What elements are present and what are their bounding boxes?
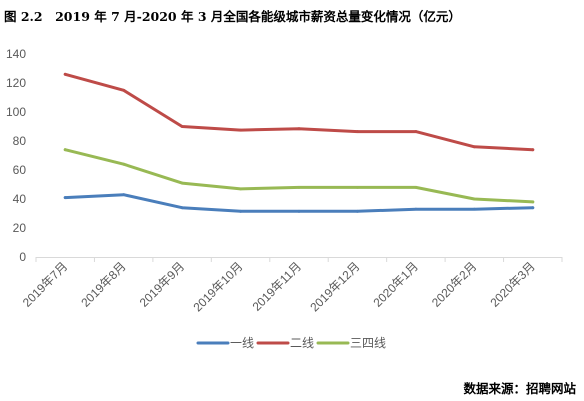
source-note: 数据来源：招聘网站: [463, 381, 576, 396]
data-point: [414, 186, 418, 189]
data-point: [531, 148, 535, 152]
figure-title: 图 2.2 2019 年 7 月-2020 年 3 月全国各能级城市薪资总量变化…: [4, 9, 461, 24]
data-point: [122, 193, 126, 197]
legend-label: 一线: [230, 336, 254, 350]
data-point: [356, 186, 359, 189]
data-point: [356, 209, 359, 213]
data-point: [297, 209, 301, 213]
x-tick-label: 2019年10月: [190, 259, 245, 314]
data-point: [472, 197, 476, 201]
data-point: [239, 187, 242, 191]
y-tick-label: 0: [19, 250, 26, 264]
data-point: [414, 207, 418, 211]
data-point: [297, 186, 301, 189]
y-tick-label: 40: [13, 192, 27, 206]
x-tick-label: 2020年3月: [487, 259, 537, 309]
data-point: [63, 196, 67, 199]
y-tick-label: 120: [6, 76, 26, 90]
x-tick-label: 2020年2月: [429, 259, 479, 309]
x-tick-label: 2020年1月: [371, 259, 421, 309]
series-line-3: [63, 148, 535, 204]
x-axis-ticks: [35, 257, 563, 262]
data-point: [356, 130, 359, 133]
plot-area: [63, 72, 535, 213]
y-axis: 0 20 40 60 80 100 120 140: [6, 47, 26, 264]
y-tick-label: 60: [13, 163, 27, 177]
x-axis: 2019年7月 2019年8月 2019年9月 2019年10月 2019年11月 201…: [20, 259, 538, 314]
legend: 一线 二线 三四线: [196, 336, 386, 350]
data-point: [531, 200, 535, 204]
data-point: [239, 209, 242, 213]
data-point: [180, 181, 184, 185]
legend-label: 三四线: [350, 336, 386, 350]
legend-label: 二线: [290, 336, 314, 350]
data-point: [414, 130, 418, 133]
data-point: [472, 145, 476, 149]
data-point: [239, 128, 242, 132]
series-line-2: [63, 72, 535, 152]
data-point: [297, 127, 301, 131]
x-tick-label: 2019年8月: [78, 259, 128, 309]
y-tick-label: 100: [6, 105, 26, 119]
data-point: [122, 88, 126, 92]
data-point: [531, 206, 535, 210]
x-tick-label: 2019年9月: [137, 259, 187, 309]
x-tick-label: 2019年11月: [250, 259, 305, 314]
data-point: [63, 72, 67, 76]
data-point: [472, 207, 476, 211]
y-tick-label: 80: [13, 134, 27, 148]
data-point: [63, 148, 67, 152]
x-tick-label: 2019年7月: [20, 259, 70, 309]
y-tick-label: 20: [13, 221, 27, 235]
data-point: [180, 206, 184, 210]
data-point: [180, 125, 184, 128]
x-tick-label: 2019年12月: [307, 259, 362, 314]
data-point: [122, 162, 126, 166]
y-tick-label: 140: [6, 47, 26, 61]
